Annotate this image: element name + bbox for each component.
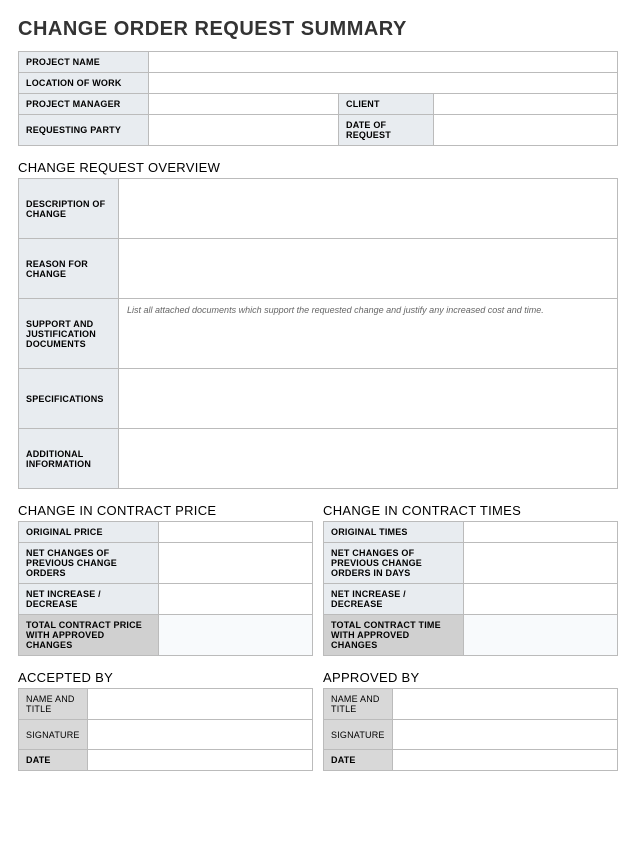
page-title: CHANGE ORDER REQUEST SUMMARY bbox=[18, 18, 618, 41]
price-heading: CHANGE IN CONTRACT PRICE bbox=[18, 503, 313, 518]
times-table: ORIGINAL TIMES NET CHANGES OF PREVIOUS C… bbox=[323, 521, 618, 656]
location-value[interactable] bbox=[149, 73, 618, 94]
client-value[interactable] bbox=[434, 94, 618, 115]
requesting-party-value[interactable] bbox=[149, 115, 339, 146]
times-netprev-value[interactable] bbox=[464, 543, 618, 584]
times-netinc-label: NET INCREASE / DECREASE bbox=[324, 584, 464, 615]
accepted-name-value[interactable] bbox=[87, 689, 312, 720]
price-table: ORIGINAL PRICE NET CHANGES OF PREVIOUS C… bbox=[18, 521, 313, 656]
price-netinc-label: NET INCREASE / DECREASE bbox=[19, 584, 159, 615]
approved-sig-value[interactable] bbox=[392, 720, 617, 750]
approved-name-label: NAME AND TITLE bbox=[324, 689, 393, 720]
reason-value[interactable] bbox=[119, 239, 618, 299]
accepted-date-value[interactable] bbox=[87, 750, 312, 771]
project-info-table: PROJECT NAME LOCATION OF WORK PROJECT MA… bbox=[18, 51, 618, 146]
requesting-party-label: REQUESTING PARTY bbox=[19, 115, 149, 146]
times-netinc-value[interactable] bbox=[464, 584, 618, 615]
support-label: SUPPORT AND JUSTIFICATION DOCUMENTS bbox=[19, 299, 119, 369]
accepted-name-label: NAME AND TITLE bbox=[19, 689, 88, 720]
client-label: CLIENT bbox=[339, 94, 434, 115]
accepted-sig-value[interactable] bbox=[87, 720, 312, 750]
times-heading: CHANGE IN CONTRACT TIMES bbox=[323, 503, 618, 518]
approved-sig-label: SIGNATURE bbox=[324, 720, 393, 750]
times-original-label: ORIGINAL TIMES bbox=[324, 522, 464, 543]
overview-heading: CHANGE REQUEST OVERVIEW bbox=[18, 160, 618, 175]
pm-label: PROJECT MANAGER bbox=[19, 94, 149, 115]
approved-date-value[interactable] bbox=[392, 750, 617, 771]
overview-table: DESCRIPTION OF CHANGE REASON FOR CHANGE … bbox=[18, 178, 618, 489]
times-total-label: TOTAL CONTRACT TIME WITH APPROVED CHANGE… bbox=[324, 615, 464, 656]
price-total-value[interactable] bbox=[159, 615, 313, 656]
approved-date-label: DATE bbox=[324, 750, 393, 771]
desc-label: DESCRIPTION OF CHANGE bbox=[19, 179, 119, 239]
date-request-label: DATE OF REQUEST bbox=[339, 115, 434, 146]
approved-name-value[interactable] bbox=[392, 689, 617, 720]
specs-value[interactable] bbox=[119, 369, 618, 429]
reason-label: REASON FOR CHANGE bbox=[19, 239, 119, 299]
additional-label: ADDITIONAL INFORMATION bbox=[19, 429, 119, 489]
accepted-sig-label: SIGNATURE bbox=[19, 720, 88, 750]
price-netprev-label: NET CHANGES OF PREVIOUS CHANGE ORDERS bbox=[19, 543, 159, 584]
pm-value[interactable] bbox=[149, 94, 339, 115]
project-name-label: PROJECT NAME bbox=[19, 52, 149, 73]
price-netprev-value[interactable] bbox=[159, 543, 313, 584]
date-request-value[interactable] bbox=[434, 115, 618, 146]
approved-table: NAME AND TITLE SIGNATURE DATE bbox=[323, 688, 618, 771]
times-netprev-label: NET CHANGES OF PREVIOUS CHANGE ORDERS IN… bbox=[324, 543, 464, 584]
project-name-value[interactable] bbox=[149, 52, 618, 73]
location-label: LOCATION OF WORK bbox=[19, 73, 149, 94]
times-total-value[interactable] bbox=[464, 615, 618, 656]
price-netinc-value[interactable] bbox=[159, 584, 313, 615]
accepted-heading: ACCEPTED BY bbox=[18, 670, 313, 685]
accepted-table: NAME AND TITLE SIGNATURE DATE bbox=[18, 688, 313, 771]
additional-value[interactable] bbox=[119, 429, 618, 489]
price-original-label: ORIGINAL PRICE bbox=[19, 522, 159, 543]
specs-label: SPECIFICATIONS bbox=[19, 369, 119, 429]
support-hint[interactable]: List all attached documents which suppor… bbox=[119, 299, 618, 369]
times-original-value[interactable] bbox=[464, 522, 618, 543]
desc-value[interactable] bbox=[119, 179, 618, 239]
approved-heading: APPROVED BY bbox=[323, 670, 618, 685]
accepted-date-label: DATE bbox=[19, 750, 88, 771]
price-original-value[interactable] bbox=[159, 522, 313, 543]
price-total-label: TOTAL CONTRACT PRICE WITH APPROVED CHANG… bbox=[19, 615, 159, 656]
